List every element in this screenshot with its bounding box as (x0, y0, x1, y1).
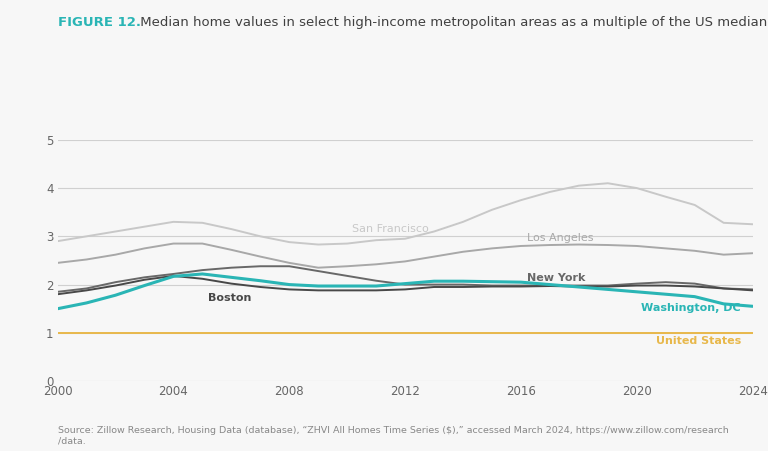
Text: United States: United States (656, 336, 741, 346)
Text: FIGURE 12.: FIGURE 12. (58, 16, 141, 29)
Text: Washington, DC: Washington, DC (641, 304, 741, 313)
Text: Source: Zillow Research, Housing Data (database), “ZHVI All Homes Time Series ($: Source: Zillow Research, Housing Data (d… (58, 426, 728, 446)
Text: San Francisco: San Francisco (353, 224, 429, 234)
Text: Los Angeles: Los Angeles (527, 233, 593, 243)
Text: Boston: Boston (208, 293, 252, 303)
Text: New York: New York (527, 273, 585, 283)
Text: Median home values in select high-income metropolitan areas as a multiple of the: Median home values in select high-income… (136, 16, 767, 29)
